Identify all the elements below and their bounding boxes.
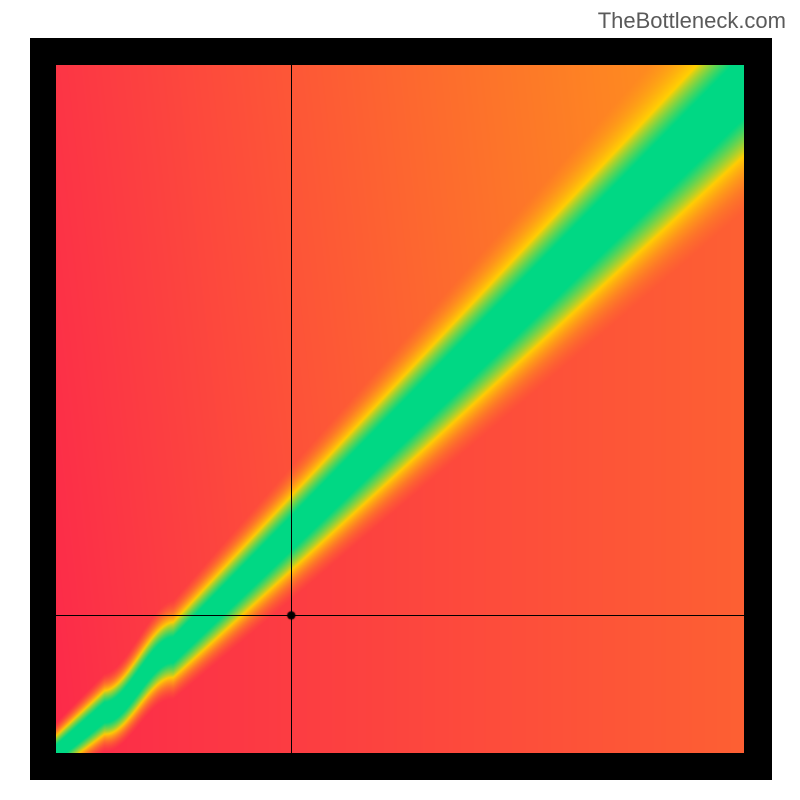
- crosshair-vertical: [291, 65, 292, 753]
- watermark-label: TheBottleneck.com: [598, 8, 786, 34]
- heatmap-area: [56, 65, 744, 753]
- root-container: TheBottleneck.com: [0, 0, 800, 800]
- crosshair-horizontal: [56, 615, 744, 616]
- crosshair-dot-canvas: [56, 65, 744, 753]
